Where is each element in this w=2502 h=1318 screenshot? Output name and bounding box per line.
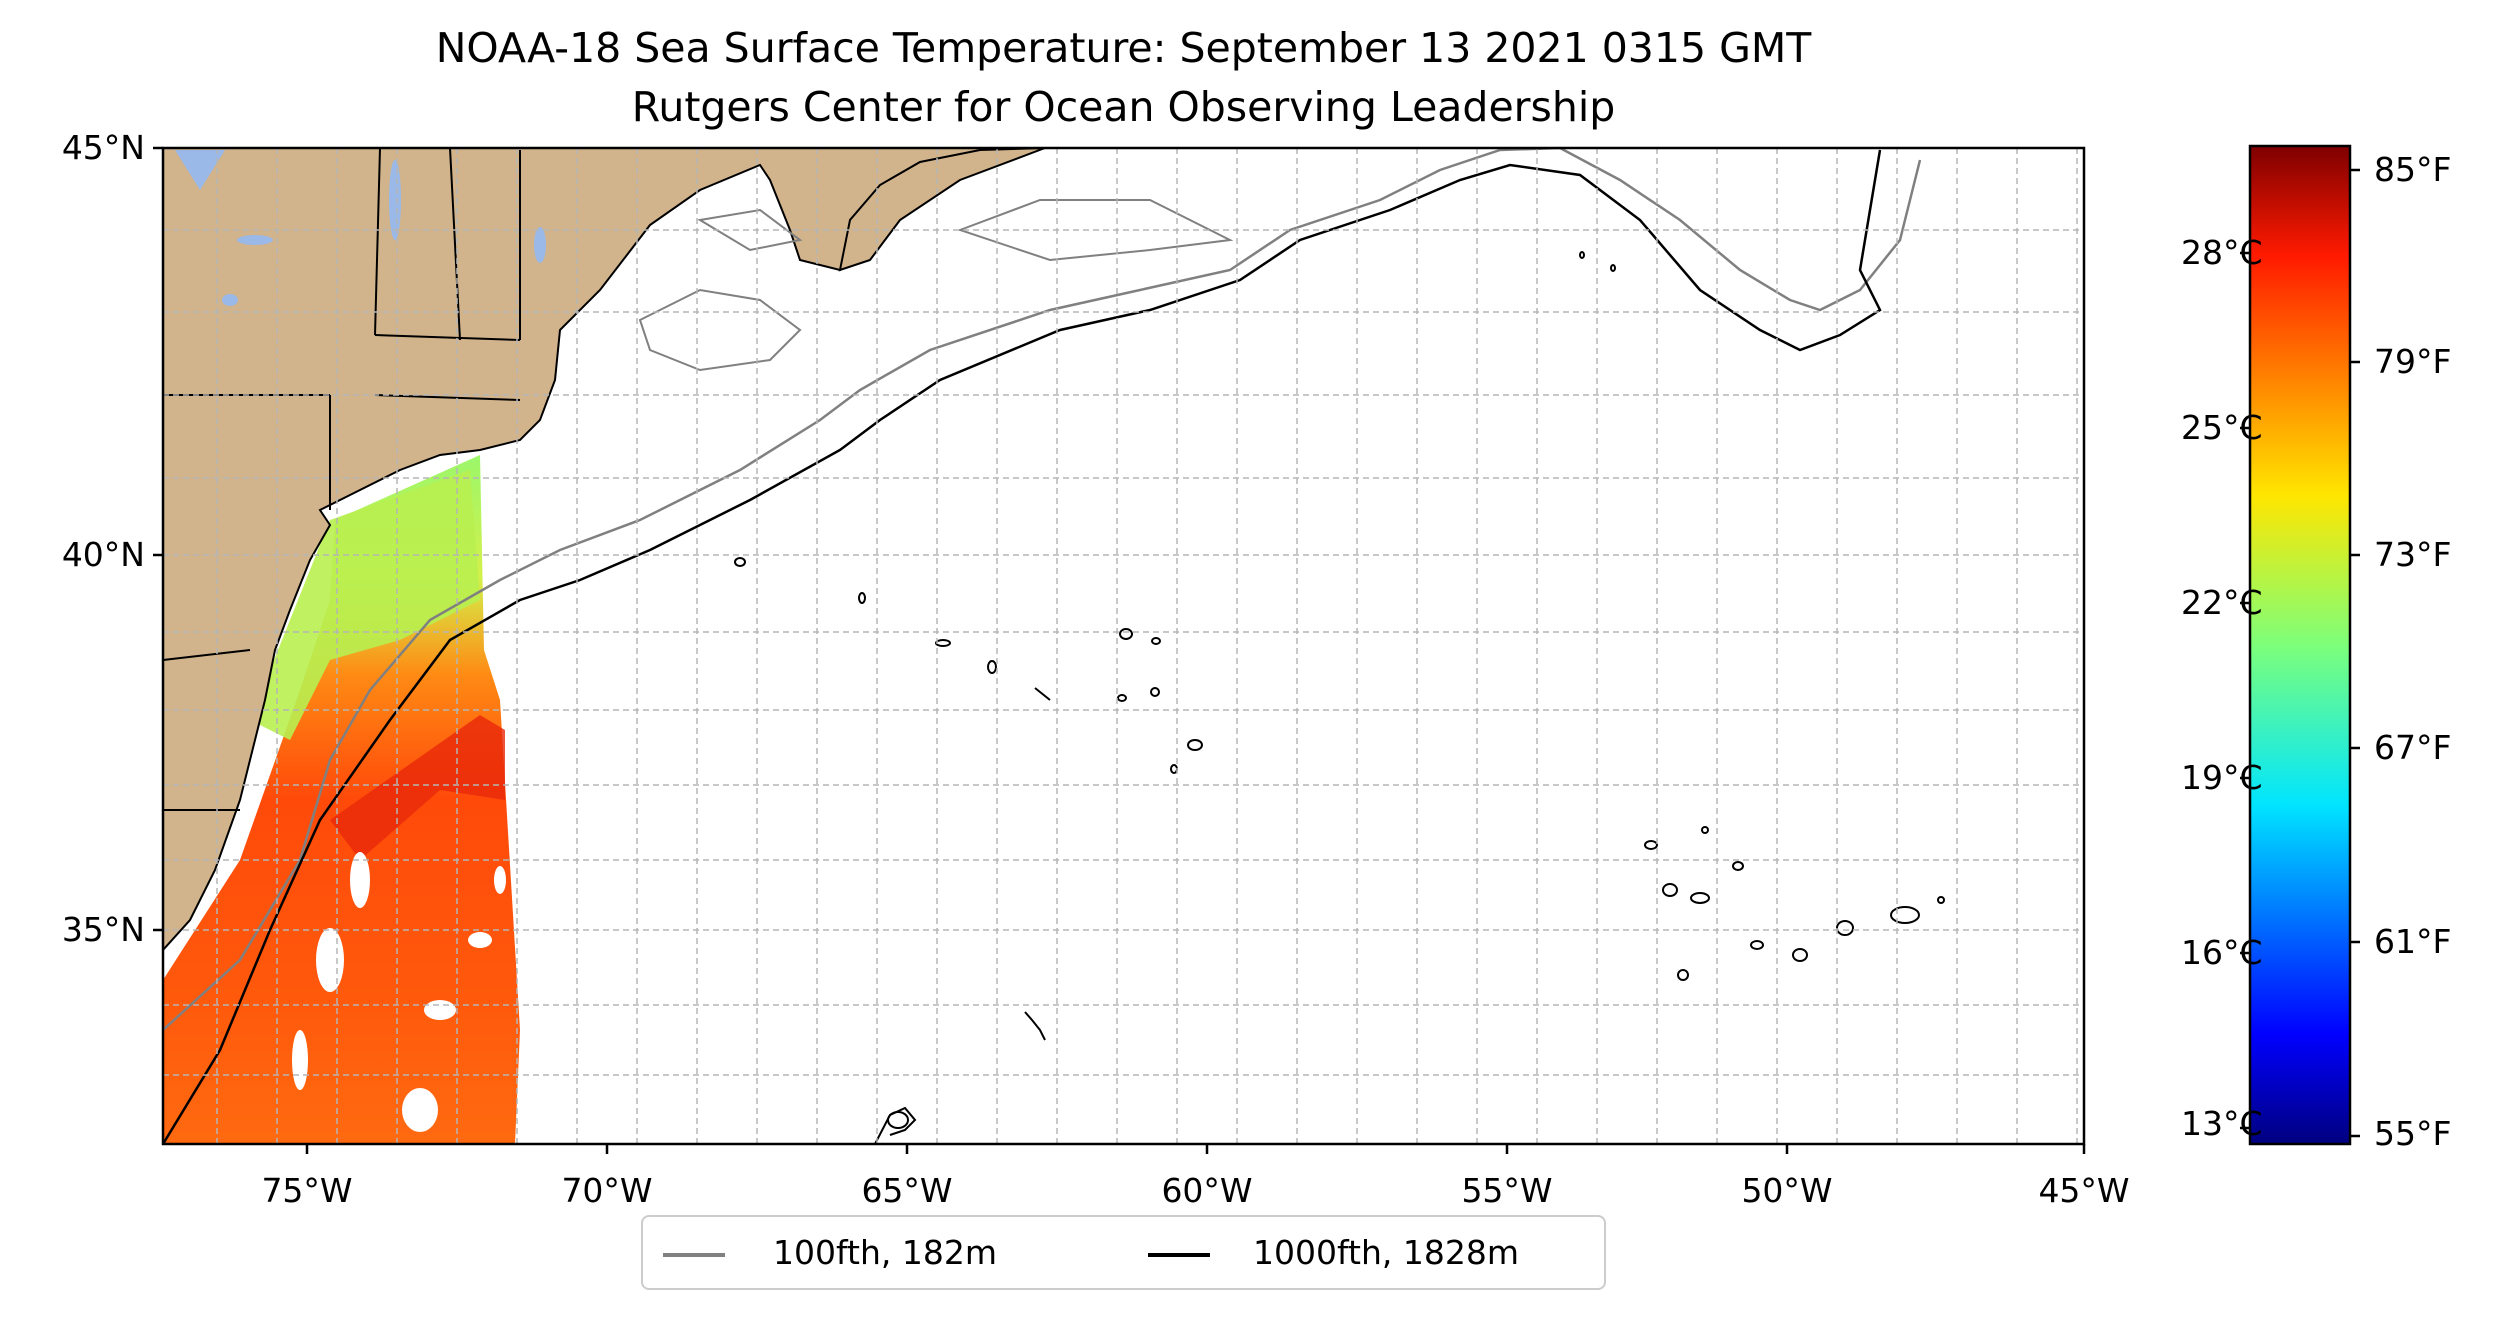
colorbar-fahrenheit-label: 67°F [2374,728,2452,767]
axis-ticks [153,146,2086,1154]
x-tick-label: 45°W [2038,1171,2130,1210]
isobath-100fth [163,148,1922,1031]
colorbar-fahrenheit-label: 73°F [2374,535,2452,574]
isobath-1000fth [163,149,1882,1144]
y-tick-label: 40°N [61,535,145,574]
colorbar-celsius-label: 28°C [2181,233,2263,272]
colorbar-celsius-label: 22°C [2181,583,2263,622]
map-legend: 100fth, 182m 1000fth, 1828m [641,1215,1606,1290]
colorbar-ticks [2240,168,2360,1138]
x-tick-label: 65°W [861,1171,953,1210]
lakes [175,150,546,306]
x-tick-label: 60°W [1161,1171,1253,1210]
legend-swatch-1000fth [1148,1253,1210,1257]
map-gridlines [163,148,2084,1144]
colorbar-fahrenheit-label: 79°F [2374,342,2452,381]
colorbar-fahrenheit-label: 55°F [2374,1114,2452,1153]
x-tick-label: 50°W [1741,1171,1833,1210]
legend-label-100fth: 100fth, 182m [773,1233,997,1272]
map-title: NOAA-18 Sea Surface Temperature: Septemb… [435,24,1812,72]
y-tick-label: 45°N [61,128,145,167]
legend-label-1000fth: 1000fth, 1828m [1253,1233,1519,1272]
shelf-cool-water [250,470,480,740]
gulf-of-maine-contours [638,199,1234,372]
x-tick-label: 75°W [261,1171,353,1210]
seamounts [734,251,1945,1144]
map-subtitle: Rutgers Center for Ocean Observing Leade… [631,83,1616,131]
warm-core-band [330,715,505,860]
colorbar [2248,144,2352,1146]
x-tick-label: 70°W [561,1171,653,1210]
colorbar-celsius-label: 19°C [2181,758,2263,797]
map-frame [161,146,2086,1146]
colorbar-celsius-label: 16°C [2181,933,2263,972]
colorbar-fahrenheit-label: 61°F [2374,922,2452,961]
colorbar-celsius-label: 25°C [2181,408,2263,447]
x-tick-label: 55°W [1461,1171,1553,1210]
colorbar-celsius-label: 13°C [2181,1104,2263,1143]
y-tick-label: 35°N [61,910,145,949]
colorbar-fahrenheit-label: 85°F [2374,150,2452,189]
legend-swatch-100fth [663,1253,725,1257]
